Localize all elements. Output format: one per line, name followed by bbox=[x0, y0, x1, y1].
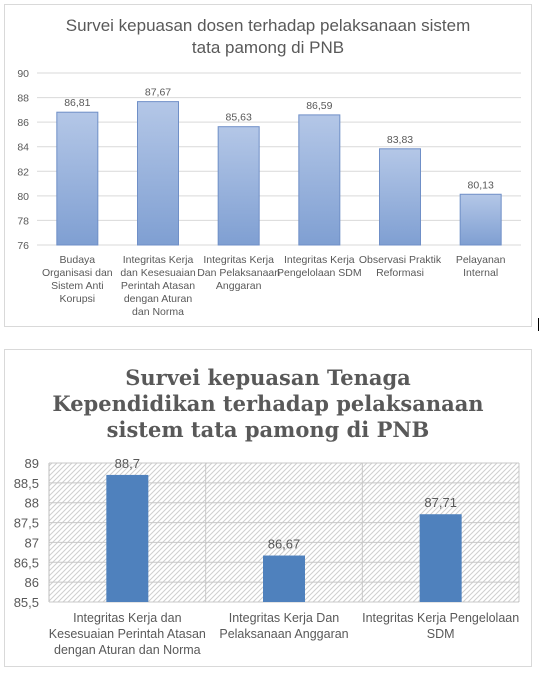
chart-1-data-label: 80,13 bbox=[468, 179, 494, 191]
chart-1-x-tick-label: Integritas Kerja Dan Pelaksanaan Anggaran bbox=[197, 254, 280, 292]
chart-2-panel: Survei kepuasan Tenaga Kependidikan terh… bbox=[4, 349, 532, 667]
chart-2-x-tick-label: Integritas Kerja Dan Pelaksanaan Anggaran bbox=[219, 611, 348, 641]
chart-2-y-tick-label: 86 bbox=[25, 575, 39, 590]
chart-2-y-tick-label: 87 bbox=[25, 535, 39, 550]
chart-2-y-tick-label: 87,5 bbox=[14, 516, 39, 531]
chart-2-y-tick-label: 85,5 bbox=[14, 595, 39, 610]
chart-1-x-tick-label: Pelayanan Internal bbox=[456, 254, 506, 279]
chart-1-x-tick-label: Integritas Kerja dan Kesesuaian Perintah A… bbox=[120, 254, 195, 318]
chart-1-x-tick-label: Integritas Kerja Pengelolaan SDM bbox=[277, 254, 362, 279]
chart-1-bar bbox=[379, 148, 421, 246]
chart-2-bar bbox=[106, 474, 149, 602]
chart-2-data-label: 88,7 bbox=[115, 456, 140, 471]
chart-2-bar bbox=[419, 514, 462, 602]
chart-1-y-tick-label: 86 bbox=[17, 117, 29, 129]
chart-2-svg: 85,5 86 86,5 87 87,5 88 88,5 89 88,7 Integritas K… bbox=[14, 456, 520, 657]
chart-2-data-label: 87,71 bbox=[424, 495, 457, 510]
chart-1-y-tick-label: 80 bbox=[17, 191, 29, 203]
chart-1-panel: Survei kepuasan dosen terhadap pelaksana… bbox=[4, 4, 532, 327]
chart-1-x-tick-label: Observasi Praktik Reformasi bbox=[359, 254, 442, 279]
chart-2-x-tick-label: Integritas Kerja dan Kesesuaian Perintah … bbox=[49, 611, 206, 657]
chart-1-bar bbox=[56, 111, 99, 246]
chart-2-data-label: 86,67 bbox=[268, 537, 301, 552]
chart-1-bar bbox=[459, 193, 502, 246]
chart-1-data-label: 86,59 bbox=[306, 100, 332, 112]
chart-2-bar bbox=[263, 555, 305, 602]
chart-1-data-label: 83,83 bbox=[387, 134, 413, 146]
chart-1-y-tick-label: 82 bbox=[17, 166, 29, 178]
chart-1-title: Survei kepuasan dosen terhadap pelaksana… bbox=[65, 16, 471, 57]
chart-2-title: Survei kepuasan Tenaga Kependidikan terh… bbox=[52, 365, 484, 442]
chart-1-y-tick-label: 76 bbox=[17, 240, 29, 252]
chart-2-y-tick-label: 86,5 bbox=[14, 555, 39, 570]
chart-1-data-label: 85,63 bbox=[226, 112, 252, 124]
chart-1-bar bbox=[298, 114, 341, 246]
chart-1-x-tick-label: Budaya Organisasi dan Sistem Anti Korupsi bbox=[42, 254, 113, 305]
chart-2-y-tick-label: 88 bbox=[25, 496, 39, 511]
chart-1-bar bbox=[137, 101, 179, 246]
chart-1-y-tick-label: 88 bbox=[17, 93, 29, 105]
chart-1-y-tick-label: 84 bbox=[17, 142, 29, 154]
chart-2-y-tick-label: 89 bbox=[25, 456, 39, 471]
text-cursor bbox=[538, 318, 539, 331]
chart-1-y-tick-label: 90 bbox=[17, 68, 29, 80]
chart-1-data-label: 87,67 bbox=[145, 87, 171, 99]
chart-2-y-tick-label: 88,5 bbox=[14, 476, 39, 491]
chart-1-svg: 76 78 80 82 84 86 88 90 86,81 Budaya Organisasi da… bbox=[17, 68, 521, 318]
chart-2-x-tick-label: Integritas Kerja Pengelolaan SDM bbox=[362, 611, 519, 641]
chart-1-data-label: 86,81 bbox=[64, 97, 90, 109]
chart-1-y-tick-label: 78 bbox=[17, 215, 29, 227]
chart-1-bar bbox=[217, 126, 260, 246]
